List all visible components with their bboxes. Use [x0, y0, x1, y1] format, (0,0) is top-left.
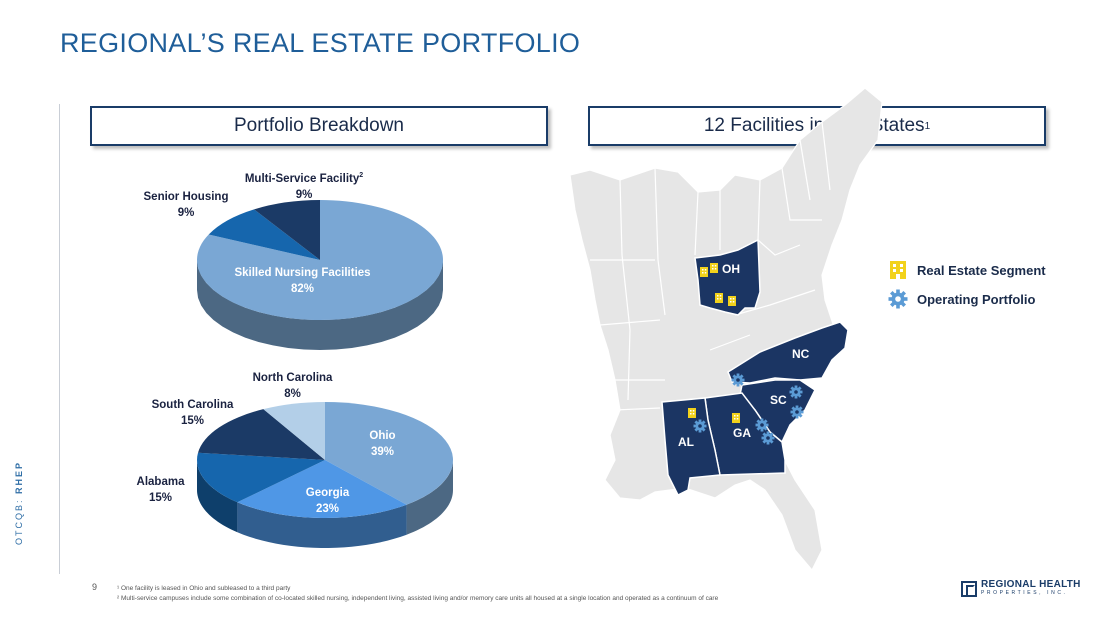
page-title: REGIONAL’S REAL ESTATE PORTFOLIO [60, 28, 581, 58]
pie2-label-ohio: Ohio 39% [369, 430, 396, 458]
ticker-label: OTCQB: RHEP [14, 460, 24, 545]
portfolio-breakdown-header: Portfolio Breakdown [90, 106, 548, 146]
gear-icon [755, 418, 769, 432]
pie2-slice-georgia [237, 460, 407, 518]
gear-icon [789, 385, 803, 399]
gear-icon [693, 419, 707, 433]
building-icon [700, 267, 708, 277]
state-label-oh: OH [722, 262, 740, 276]
pie1-label-snf: Skilled Nursing Facilities 82% [234, 267, 371, 295]
pie2-slice-south-carolina [198, 409, 325, 460]
logo-subtitle: PROPERTIES, INC. [981, 590, 1068, 596]
gear-icon [888, 289, 908, 309]
pie2-slice-north-carolina [263, 402, 325, 460]
state-alabama [661, 397, 721, 497]
pie1-side-skilled-nursing-facilities [197, 260, 443, 350]
state-ohio [694, 238, 761, 316]
eastern-us-map: OH NC SC GA AL [569, 87, 883, 572]
pie2-label-georgia: Georgia 23% [305, 487, 350, 515]
gear-icon [790, 405, 804, 419]
us-east-landmass [569, 87, 883, 572]
pie1-slice-senior-housing [208, 209, 320, 260]
pie2-label-south-carolina: South Carolina 15% [151, 399, 234, 427]
legend-operating: Operating Portfolio [888, 289, 1035, 309]
pie1-label-multi-service: Multi-Service Facility2 9% [244, 172, 364, 201]
state-pie-chart [197, 402, 454, 548]
state-north-carolina [727, 321, 849, 384]
state-borders [590, 121, 831, 411]
pie2-side-georgia [237, 502, 407, 548]
state-label-nc: NC [792, 347, 810, 361]
pie1-slice-skilled-nursing-facilities [197, 200, 444, 320]
building-icon [890, 261, 906, 279]
gear-icon [731, 373, 745, 387]
logo-mark-icon [961, 580, 977, 597]
legend-real-estate: Real Estate Segment [888, 260, 1046, 280]
pie2-label-alabama: Alabama 15% [136, 476, 185, 504]
building-icon [715, 293, 723, 303]
gear-icon [761, 431, 775, 445]
pie2-label-north-carolina: North Carolina 8% [252, 372, 333, 400]
pie1-label-senior-housing: Senior Housing 9% [143, 191, 229, 219]
pie2-slice-ohio [325, 402, 454, 505]
page-number: 9 [92, 582, 98, 592]
building-icon [710, 263, 718, 273]
footnote-2: ² Multi-service campuses include some co… [117, 595, 719, 602]
building-icon [688, 408, 696, 418]
company-logo: REGIONAL HEALTH PROPERTIES, INC. [961, 580, 1081, 597]
state-label-al: AL [678, 435, 694, 449]
portfolio-pie-chart [197, 200, 444, 350]
divider [59, 104, 60, 574]
building-icon [732, 413, 740, 423]
building-icon [728, 296, 736, 306]
state-label-ga: GA [733, 426, 751, 440]
pie1-slice-multi-service-facility [254, 200, 320, 260]
logo-name: REGIONAL HEALTH [981, 579, 1081, 590]
pie2-slice-alabama [197, 452, 325, 503]
pie2-side-ohio [406, 460, 453, 535]
footnote-1: ¹ One facility is leased in Ohio and sub… [117, 585, 291, 592]
pie2-side-alabama [197, 460, 238, 533]
state-label-sc: SC [770, 393, 787, 407]
